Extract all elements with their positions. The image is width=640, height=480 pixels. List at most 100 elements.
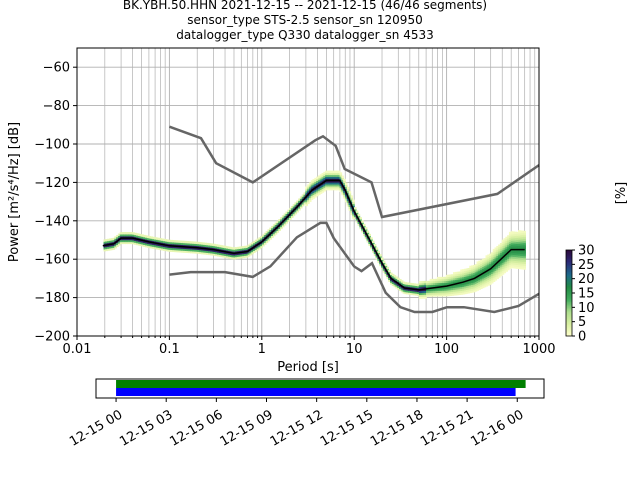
ppsd-cell: [476, 263, 480, 266]
ppsd-cell: [283, 223, 287, 226]
ppsd-cell: [453, 289, 456, 292]
ppsd-cell: [188, 250, 191, 254]
ppsd-cell: [467, 291, 471, 294]
ppsd-cell: [125, 241, 128, 245]
ppsd-cell: [465, 287, 469, 290]
ppsd-cell: [352, 213, 355, 216]
ppsd-cell: [283, 221, 287, 224]
ppsd-cell: [193, 251, 197, 254]
ppsd-cell: [498, 267, 501, 270]
ppsd-cell: [462, 274, 465, 278]
ppsd-cell: [408, 286, 411, 289]
ppsd-cell: [478, 283, 481, 287]
ppsd-cell: [170, 243, 173, 247]
ppsd-cell: [440, 278, 444, 282]
ppsd-cell: [409, 290, 413, 293]
ppsd-cell: [348, 202, 352, 206]
ppsd-cell: [431, 282, 435, 286]
ppsd-cell: [454, 277, 458, 281]
ppsd-cell: [424, 294, 427, 297]
ppsd-cell: [510, 240, 514, 244]
ppsd-cell: [254, 249, 258, 252]
ppsd-cell: [332, 176, 335, 179]
ppsd-cell: [328, 186, 332, 189]
ppsd-cell: [501, 247, 505, 250]
ppsd-cell: [184, 242, 188, 246]
ppsd-cell: [489, 255, 492, 258]
ppsd-cell: [141, 234, 144, 237]
ppsd-cell: [512, 235, 516, 238]
ppsd-cell: [213, 249, 217, 252]
ppsd-cell: [188, 248, 191, 252]
timeline-tick-label: 12-15 12: [268, 407, 326, 449]
ppsd-cell: [377, 252, 380, 256]
ppsd-cell: [510, 235, 514, 238]
ppsd-cell: [379, 256, 382, 259]
ppsd-cell: [343, 178, 346, 182]
ppsd-cell: [206, 248, 209, 252]
ppsd-cell: [492, 275, 496, 279]
ppsd-cell: [386, 276, 389, 279]
ppsd-cell: [445, 274, 449, 278]
ppsd-cell: [370, 246, 373, 250]
ppsd-cell: [463, 276, 467, 279]
ppsd-cell: [454, 291, 458, 294]
chart-title-line-1: BK.YBH.50.HHN 2021-12-15 -- 2021-12-15 (…: [122, 0, 488, 12]
ppsd-cell: [238, 248, 242, 251]
ppsd-cell: [308, 193, 312, 197]
ppsd-cell: [523, 250, 526, 253]
ppsd-cell: [445, 278, 449, 282]
ppsd-cell: [267, 238, 271, 242]
ppsd-cell: [397, 287, 400, 290]
ppsd-cell: [380, 267, 384, 270]
ppsd-cell: [420, 294, 424, 297]
colorbar-swatch: [566, 305, 572, 308]
ppsd-cell: [123, 237, 126, 241]
ppsd-cell: [197, 249, 200, 252]
ppsd-cell: [427, 290, 431, 293]
ppsd-cell: [487, 258, 490, 261]
ppsd-cell: [319, 187, 323, 191]
ppsd-cell: [229, 256, 233, 259]
ppsd-cell: [395, 278, 399, 281]
ppsd-cell: [460, 286, 463, 290]
ppsd-cell: [339, 187, 343, 191]
ppsd-cell: [471, 267, 474, 270]
ppsd-cell: [519, 232, 523, 235]
ppsd-cell: [332, 182, 335, 185]
ppsd-cell: [463, 284, 467, 287]
ppsd-cell: [202, 252, 206, 255]
ppsd-cell: [481, 260, 485, 264]
ppsd-cell: [519, 234, 523, 237]
ppsd-cell: [454, 273, 458, 277]
ppsd-cell: [508, 233, 512, 237]
ppsd-cell: [516, 253, 519, 256]
ppsd-cell: [471, 274, 474, 278]
ppsd-cell: [438, 294, 442, 297]
ppsd-cell: [262, 242, 265, 245]
ppsd-cell: [188, 246, 191, 250]
ppsd-cell: [444, 286, 447, 289]
ppsd-cell: [242, 255, 245, 259]
ppsd-cell: [332, 170, 335, 174]
ppsd-cell: [130, 234, 134, 237]
ppsd-cell: [516, 231, 519, 235]
ppsd-cell: [512, 258, 516, 261]
ppsd-cell: [128, 241, 132, 245]
ppsd-cell: [229, 246, 233, 250]
colorbar-swatch: [566, 258, 572, 261]
ppsd-cell: [490, 271, 494, 274]
ppsd-cell: [445, 294, 449, 297]
ppsd-cell: [494, 266, 498, 270]
ppsd-cell: [274, 224, 278, 227]
ppsd-cell: [229, 250, 233, 254]
ppsd-cell: [474, 287, 478, 290]
ppsd-cell: [454, 279, 458, 282]
ppsd-cell: [377, 260, 380, 263]
ppsd-cell: [512, 241, 516, 244]
ppsd-cell: [231, 247, 235, 250]
ppsd-cell: [343, 194, 346, 197]
ppsd-cell: [305, 188, 308, 191]
ppsd-cell: [233, 251, 236, 254]
ppsd-cell: [510, 246, 514, 249]
